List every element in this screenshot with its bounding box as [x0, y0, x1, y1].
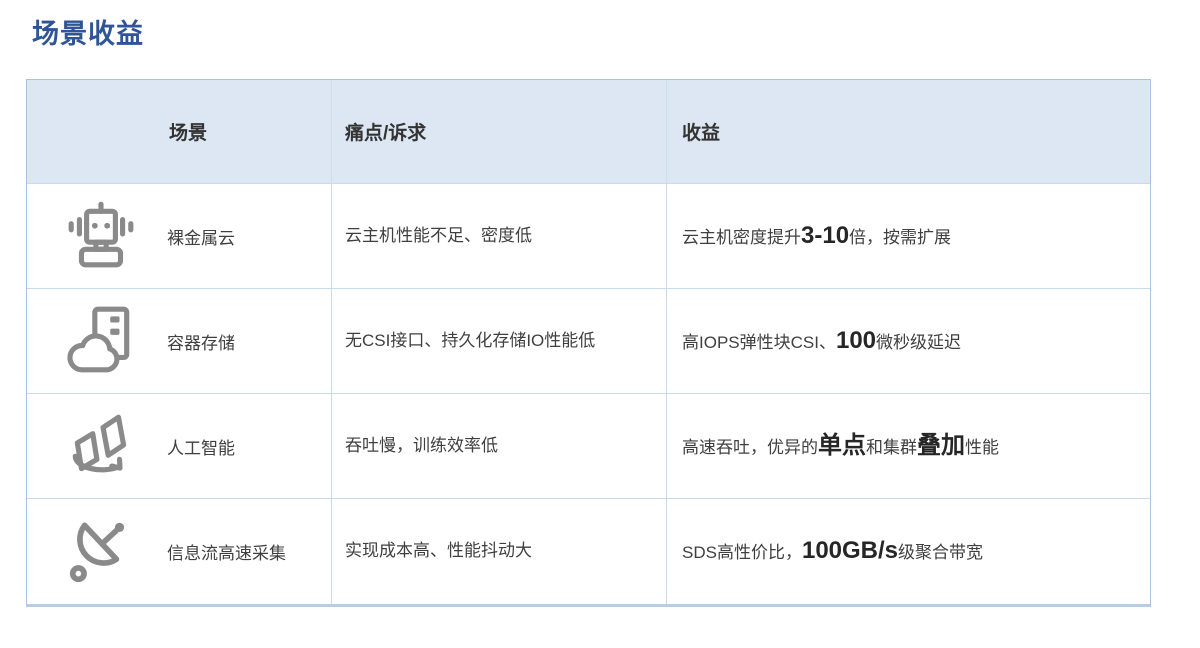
robot-icon [63, 198, 139, 274]
table-header-row: 场景 痛点/诉求 收益 [27, 80, 1150, 184]
col-header-benefit: 收益 [666, 80, 1150, 184]
benefit-cell: 高IOPS弹性块CSI、100微秒级延迟 [666, 289, 1150, 394]
benefit-text-segment: 高速吞吐，优异的 [682, 437, 818, 457]
table-row: 容器存储 无CSI接口、持久化存储IO性能低 高IOPS弹性块CSI、100微秒级延… [27, 289, 1150, 394]
scene-cell: 人工智能 [27, 394, 331, 499]
benefit-text-segment: 倍，按需扩展 [849, 227, 952, 247]
pain-cell: 无CSI接口、持久化存储IO性能低 [331, 289, 666, 394]
benefit-text-segment: 100 [835, 326, 877, 354]
table-row: 人工智能 吞吐慢，训练效率低 高速吞吐，优异的单点和集群叠加性能 [27, 394, 1150, 499]
scene-label: 信息流高速采集 [167, 544, 286, 563]
pain-text: 实现成本高、性能抖动大 [345, 541, 532, 561]
benefit-text: 高速吞吐，优异的单点和集群叠加性能 [682, 430, 999, 462]
benefits-table: 场景 痛点/诉求 收益 裸金属云 云主机性能不足、密度低 云主机密度提升3-10倍，… [26, 79, 1151, 607]
scene-label: 容器存储 [167, 333, 235, 353]
scene-cell: 信息流高速采集 [27, 499, 331, 604]
page-title: 场景收益 [32, 19, 144, 49]
benefit-text: SDS高性价比，100GB/s级聚合带宽 [682, 535, 983, 567]
satellite-dish-icon [63, 514, 139, 590]
pain-text: 吞吐慢，训练效率低 [345, 435, 498, 455]
benefit-text-segment: 性能 [965, 437, 999, 457]
table-body: 裸金属云 云主机性能不足、密度低 云主机密度提升3-10倍，按需扩展 容器存储 无CS… [27, 184, 1150, 604]
scene-label: 人工智能 [167, 438, 235, 458]
col-header-scene: 场景 [27, 80, 331, 184]
pain-cell: 吞吐慢，训练效率低 [331, 394, 666, 499]
pain-cell: 云主机性能不足、密度低 [331, 184, 666, 289]
table-row: 裸金属云 云主机性能不足、密度低 云主机密度提升3-10倍，按需扩展 [27, 184, 1150, 289]
pain-text: 云主机性能不足、密度低 [345, 225, 532, 245]
benefit-text-segment: 云主机密度提升 [682, 227, 801, 247]
scene-cell: 容器存储 [27, 289, 331, 394]
benefit-text-segment: 叠加 [917, 431, 965, 459]
benefit-text-segment: SDS高性价比， [682, 543, 802, 563]
benefit-text-segment: 3-10 [801, 221, 850, 249]
col-header-painpoint: 痛点/诉求 [331, 80, 666, 184]
benefit-text-segment: 微秒级延迟 [876, 332, 962, 352]
pain-text: 无CSI接口、持久化存储IO性能低 [345, 330, 596, 350]
benefit-text-segment: 单点 [818, 431, 866, 459]
benefit-text-segment: 级聚合带宽 [898, 543, 984, 563]
ai-panels-icon [63, 408, 139, 484]
cloud-server-icon [63, 303, 139, 379]
pain-cell: 实现成本高、性能抖动大 [331, 499, 666, 604]
benefit-text-segment: 100GB/s [801, 537, 899, 565]
benefit-text: 高IOPS弹性块CSI、100微秒级延迟 [682, 325, 961, 357]
benefit-text: 云主机密度提升3-10倍，按需扩展 [682, 220, 951, 252]
scene-cell: 裸金属云 [27, 184, 331, 289]
scene-label: 裸金属云 [167, 228, 235, 248]
benefit-text-segment: 和集群 [866, 437, 917, 457]
benefit-cell: 云主机密度提升3-10倍，按需扩展 [666, 184, 1150, 289]
table-row: 信息流高速采集 实现成本高、性能抖动大 SDS高性价比，100GB/s级聚合带宽 [27, 499, 1150, 604]
benefit-cell: SDS高性价比，100GB/s级聚合带宽 [666, 499, 1150, 604]
benefit-text-segment: 高IOPS弹性块CSI、 [682, 332, 836, 352]
benefit-cell: 高速吞吐，优异的单点和集群叠加性能 [666, 394, 1150, 499]
